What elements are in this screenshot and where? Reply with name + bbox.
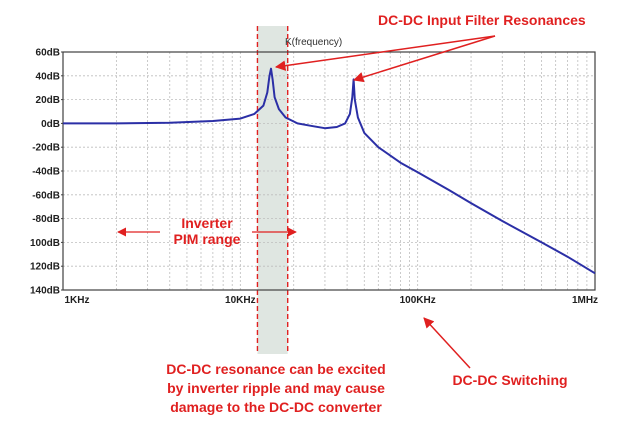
pim-label-line2: PIM range xyxy=(174,231,241,247)
series-line-0 xyxy=(63,67,596,275)
y-tick-label: 40dB xyxy=(36,71,60,82)
trace-label: K(frequency) xyxy=(285,37,342,48)
x-tick-labels: 1KHz 10KHz 100KHz 1MHz xyxy=(64,295,598,306)
series-layer xyxy=(63,67,596,275)
note-line3: damage to the DC-DC converter xyxy=(170,399,382,415)
x-tick-label: 100KHz xyxy=(400,295,436,306)
y-tick-label: -60dB xyxy=(32,190,60,201)
note-line2: by inverter ripple and may cause xyxy=(167,380,385,396)
x-tick-label: 10KHz xyxy=(225,295,256,306)
y-tick-label: 60dB xyxy=(36,48,60,59)
y-tick-label: -20dB xyxy=(32,143,60,154)
y-tick-label: 120dB xyxy=(30,262,60,273)
y-tick-label: 0dB xyxy=(41,119,60,130)
y-tick-label: 140dB xyxy=(30,286,60,297)
y-tick-label: -80dB xyxy=(32,214,60,225)
y-tick-label: 20dB xyxy=(36,95,60,106)
pim-label-line1: Inverter xyxy=(181,215,233,231)
grid-layer xyxy=(63,52,595,290)
y-tick-label: 100dB xyxy=(30,238,60,249)
y-tick-label: -40dB xyxy=(32,167,60,178)
arrow-switching xyxy=(423,317,471,369)
x-tick-label: 1KHz xyxy=(64,295,89,306)
switching-label: DC-DC Switching xyxy=(452,372,567,388)
x-tick-label: 1MHz xyxy=(572,295,598,306)
arrow-resonance-1 xyxy=(274,35,496,71)
annotation-layer: DC-DC Input Filter Resonances InverterPIM… xyxy=(117,12,586,415)
resonances-title: DC-DC Input Filter Resonances xyxy=(378,12,586,28)
arrow-resonance-2 xyxy=(352,35,496,83)
note-line1: DC-DC resonance can be excited xyxy=(166,361,385,377)
y-tick-labels: 60dB 40dB 20dB 0dB -20dB -40dB -60dB -80dB 100dB… xyxy=(30,48,63,297)
